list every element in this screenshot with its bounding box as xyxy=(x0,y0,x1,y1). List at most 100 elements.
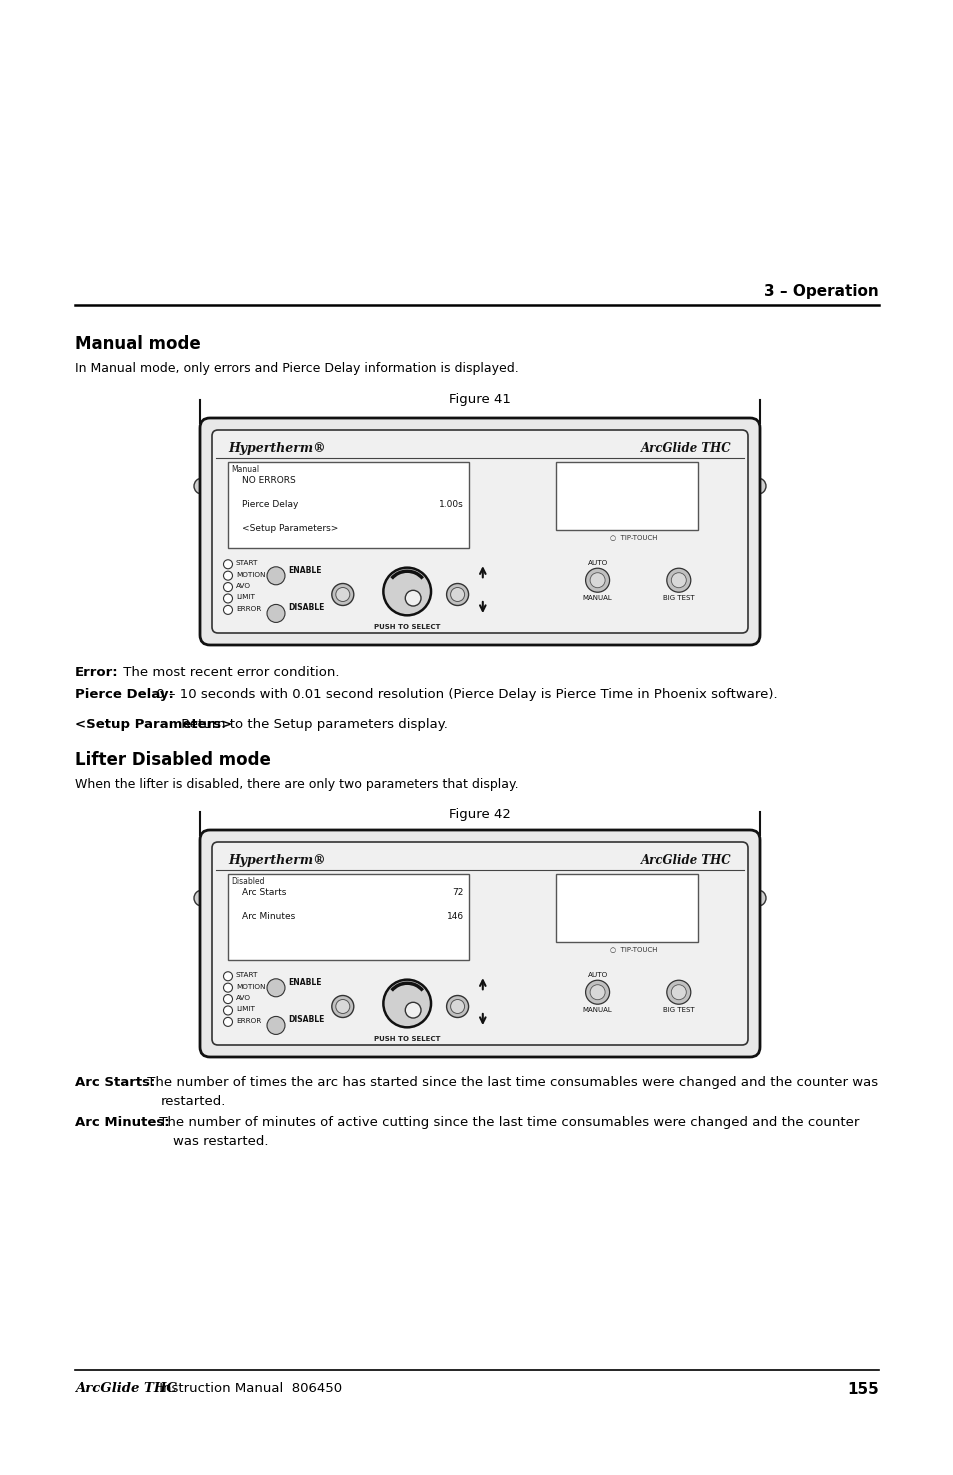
Text: Hypertherm®: Hypertherm® xyxy=(228,854,325,867)
Text: ○  TIP-TOUCH: ○ TIP-TOUCH xyxy=(610,945,658,951)
Text: Lifter Disabled mode: Lifter Disabled mode xyxy=(75,751,271,768)
Text: ArcGlide THC: ArcGlide THC xyxy=(640,854,731,867)
FancyBboxPatch shape xyxy=(200,417,760,645)
Circle shape xyxy=(405,1003,420,1018)
Text: DISABLE: DISABLE xyxy=(288,1015,324,1025)
Text: MANUAL: MANUAL xyxy=(582,1007,612,1013)
Text: AUTO: AUTO xyxy=(587,560,607,566)
Text: When the lifter is disabled, there are only two parameters that display.: When the lifter is disabled, there are o… xyxy=(75,777,518,791)
Text: 146: 146 xyxy=(446,912,463,922)
Text: The most recent error condition.: The most recent error condition. xyxy=(119,667,339,678)
Bar xyxy=(555,462,698,530)
Text: <Setup Parameters>: <Setup Parameters> xyxy=(242,524,338,534)
Text: Pierce Delay: Pierce Delay xyxy=(242,500,298,509)
Text: The number of times the arc has started since the last time consumables were cha: The number of times the arc has started … xyxy=(143,1075,877,1089)
Circle shape xyxy=(590,985,604,1000)
Text: DISABLE: DISABLE xyxy=(288,603,324,612)
Circle shape xyxy=(405,590,420,606)
Circle shape xyxy=(749,478,765,494)
Text: AVO: AVO xyxy=(235,583,251,589)
Text: Return to the Setup parameters display.: Return to the Setup parameters display. xyxy=(177,718,447,732)
Text: restarted.: restarted. xyxy=(161,1094,226,1108)
Text: PUSH TO SELECT: PUSH TO SELECT xyxy=(374,1035,440,1041)
Text: LIMIT: LIMIT xyxy=(235,594,254,600)
Circle shape xyxy=(193,889,210,906)
Text: Arc Starts:: Arc Starts: xyxy=(75,1075,155,1089)
Text: In Manual mode, only errors and Pierce Delay information is displayed.: In Manual mode, only errors and Pierce D… xyxy=(75,361,518,375)
Circle shape xyxy=(267,979,285,997)
Text: MANUAL: MANUAL xyxy=(582,596,612,602)
Text: Figure 42: Figure 42 xyxy=(449,808,511,822)
Circle shape xyxy=(267,605,285,622)
Circle shape xyxy=(223,571,233,580)
Text: Pierce Delay:: Pierce Delay: xyxy=(75,687,173,701)
Circle shape xyxy=(446,996,468,1018)
Circle shape xyxy=(383,979,431,1027)
Text: 155: 155 xyxy=(846,1382,878,1397)
Text: START: START xyxy=(235,560,258,566)
Circle shape xyxy=(671,985,685,1000)
Circle shape xyxy=(450,587,464,602)
Text: Disabled: Disabled xyxy=(231,878,264,886)
Circle shape xyxy=(450,1000,464,1013)
Text: ERROR: ERROR xyxy=(235,1018,261,1024)
Circle shape xyxy=(446,584,468,606)
Circle shape xyxy=(666,568,690,593)
Text: AVO: AVO xyxy=(235,996,251,1002)
Text: Error:: Error: xyxy=(75,667,118,678)
Circle shape xyxy=(223,972,233,981)
Text: BIG TEST: BIG TEST xyxy=(662,1007,694,1013)
Circle shape xyxy=(585,568,609,593)
Circle shape xyxy=(335,1000,350,1013)
Text: Arc Minutes:: Arc Minutes: xyxy=(75,1117,170,1128)
Circle shape xyxy=(223,583,233,591)
Circle shape xyxy=(671,572,685,587)
Circle shape xyxy=(666,981,690,1004)
Text: MOTION: MOTION xyxy=(235,984,265,990)
Circle shape xyxy=(585,981,609,1004)
Bar xyxy=(228,462,468,549)
Text: 3 – Operation: 3 – Operation xyxy=(763,285,878,299)
Text: ENABLE: ENABLE xyxy=(288,978,321,987)
Text: 1.00s: 1.00s xyxy=(438,500,463,509)
Text: ENABLE: ENABLE xyxy=(288,566,321,575)
Text: Manual mode: Manual mode xyxy=(75,335,200,353)
Text: Hypertherm®: Hypertherm® xyxy=(228,442,325,454)
Text: Arc Minutes: Arc Minutes xyxy=(242,912,294,922)
Text: MOTION: MOTION xyxy=(235,572,265,578)
FancyBboxPatch shape xyxy=(200,830,760,1058)
Text: PUSH TO SELECT: PUSH TO SELECT xyxy=(374,624,440,630)
Circle shape xyxy=(223,1006,233,1015)
Circle shape xyxy=(223,984,233,993)
FancyBboxPatch shape xyxy=(212,842,747,1044)
Circle shape xyxy=(223,594,233,603)
Circle shape xyxy=(267,1016,285,1034)
Circle shape xyxy=(223,994,233,1003)
Circle shape xyxy=(383,568,431,615)
Text: Manual: Manual xyxy=(231,465,259,473)
Bar xyxy=(555,875,698,943)
Circle shape xyxy=(267,566,285,584)
Text: NO ERRORS: NO ERRORS xyxy=(242,476,295,485)
FancyBboxPatch shape xyxy=(212,431,747,633)
Text: START: START xyxy=(235,972,258,978)
Circle shape xyxy=(193,478,210,494)
Circle shape xyxy=(223,1018,233,1027)
Text: BIG TEST: BIG TEST xyxy=(662,596,694,602)
Circle shape xyxy=(332,996,354,1018)
Circle shape xyxy=(335,587,350,602)
Circle shape xyxy=(223,605,233,615)
Text: ArcGlide THC: ArcGlide THC xyxy=(75,1382,176,1395)
Text: The number of minutes of active cutting since the last time consumables were cha: The number of minutes of active cutting … xyxy=(154,1117,859,1128)
Text: ○  TIP-TOUCH: ○ TIP-TOUCH xyxy=(610,534,658,540)
Text: LIMIT: LIMIT xyxy=(235,1006,254,1012)
Text: Figure 41: Figure 41 xyxy=(449,392,511,406)
Circle shape xyxy=(749,889,765,906)
Text: <Setup Parameters>: <Setup Parameters> xyxy=(75,718,232,732)
Circle shape xyxy=(223,559,233,569)
Text: 0 – 10 seconds with 0.01 second resolution (Pierce Delay is Pierce Time in Phoen: 0 – 10 seconds with 0.01 second resoluti… xyxy=(152,687,777,701)
Text: ArcGlide THC: ArcGlide THC xyxy=(640,442,731,454)
Circle shape xyxy=(332,584,354,606)
Text: ERROR: ERROR xyxy=(235,606,261,612)
Text: was restarted.: was restarted. xyxy=(172,1134,268,1148)
